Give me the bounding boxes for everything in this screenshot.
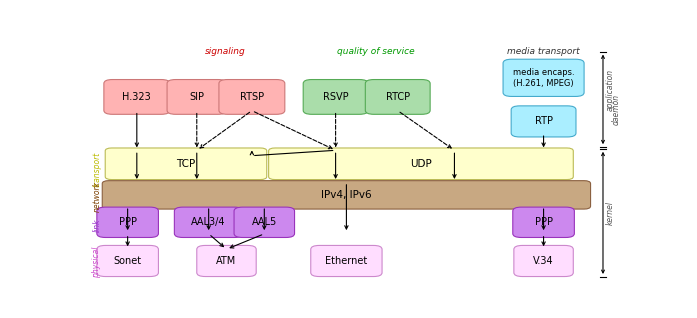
FancyBboxPatch shape (102, 181, 590, 209)
Text: PPP: PPP (118, 217, 137, 227)
Text: media transport: media transport (507, 47, 580, 56)
FancyBboxPatch shape (513, 207, 574, 238)
Text: kernel: kernel (606, 201, 615, 225)
FancyBboxPatch shape (219, 80, 285, 114)
Text: TCP: TCP (176, 159, 196, 169)
FancyBboxPatch shape (97, 245, 158, 277)
Text: ATM: ATM (216, 256, 236, 266)
Text: UDP: UDP (410, 159, 432, 169)
Text: RTCP: RTCP (385, 92, 410, 102)
FancyBboxPatch shape (97, 207, 158, 238)
Text: daemon: daemon (612, 93, 621, 125)
Text: physical: physical (92, 246, 101, 278)
Text: link: link (92, 219, 101, 232)
FancyBboxPatch shape (303, 80, 368, 114)
Text: RSVP: RSVP (323, 92, 348, 102)
FancyBboxPatch shape (268, 148, 574, 180)
Text: Ethernet: Ethernet (325, 256, 367, 266)
Text: IPv4, IPv6: IPv4, IPv6 (321, 190, 372, 200)
FancyBboxPatch shape (511, 106, 576, 137)
Text: RTP: RTP (535, 116, 553, 127)
Text: network: network (92, 181, 101, 211)
Text: application: application (606, 68, 615, 111)
FancyBboxPatch shape (174, 207, 243, 238)
Text: PPP: PPP (535, 217, 553, 227)
Text: RTSP: RTSP (240, 92, 264, 102)
Text: signaling: signaling (204, 47, 245, 56)
Text: transport: transport (92, 152, 101, 187)
Text: V.34: V.34 (533, 256, 554, 266)
FancyBboxPatch shape (514, 245, 574, 277)
FancyBboxPatch shape (167, 80, 227, 114)
FancyBboxPatch shape (365, 80, 430, 114)
FancyBboxPatch shape (311, 245, 382, 277)
Text: quality of service: quality of service (337, 47, 415, 56)
FancyBboxPatch shape (105, 148, 267, 180)
Text: AAL3/4: AAL3/4 (192, 217, 226, 227)
Text: AAL5: AAL5 (252, 217, 277, 227)
FancyBboxPatch shape (503, 59, 584, 96)
FancyBboxPatch shape (104, 80, 170, 114)
FancyBboxPatch shape (197, 245, 256, 277)
Text: SIP: SIP (190, 92, 204, 102)
Text: media encaps.
(H.261, MPEG): media encaps. (H.261, MPEG) (513, 68, 574, 87)
Text: Sonet: Sonet (114, 256, 141, 266)
FancyBboxPatch shape (234, 207, 295, 238)
Text: H.323: H.323 (123, 92, 151, 102)
